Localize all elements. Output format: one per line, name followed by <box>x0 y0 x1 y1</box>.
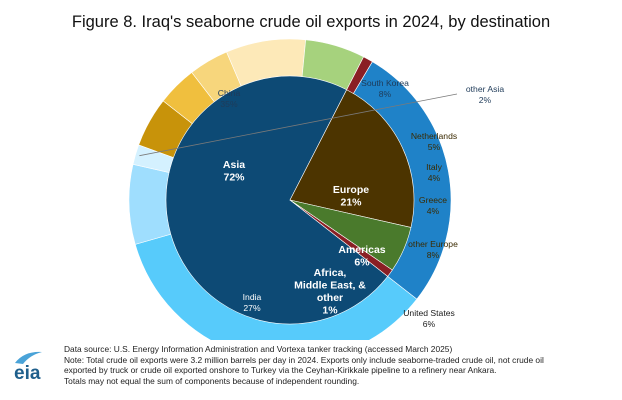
note-line-3: Totals may not equal the sum of componen… <box>64 375 360 386</box>
label-other-asia: other Asia <box>466 84 504 94</box>
chart-title: Figure 8. Iraq's seaborne crude oil expo… <box>71 13 551 31</box>
eia-logo: eia <box>12 349 56 384</box>
value-other-asia: 2% <box>479 95 492 105</box>
note-line-2: exported by truck or crude oil exported … <box>64 365 497 376</box>
value-asia: 72% <box>223 172 245 184</box>
value-greece: 4% <box>427 206 440 216</box>
label-greece: Greece <box>419 195 447 205</box>
value-united-states: 6% <box>423 319 436 329</box>
label-asia: Asia <box>223 159 245 171</box>
inner-slice-asia <box>165 75 389 325</box>
label-americas: Americas <box>338 244 385 256</box>
value-europe: 21% <box>340 197 362 209</box>
eia-logo-text: eia <box>14 363 41 383</box>
eia-swoosh-icon <box>15 351 42 364</box>
leader-other-asia <box>139 93 458 157</box>
inner-slice-europe <box>289 89 415 228</box>
footnotes: Data source: U.S. Energy Information Adm… <box>64 344 614 386</box>
label-africa: Africa, <box>314 267 347 279</box>
value-italy: 4% <box>428 173 441 183</box>
label-china: China <box>218 88 241 98</box>
label-india: India <box>243 292 262 302</box>
inner-slice-africa <box>289 199 393 277</box>
value-china: 35% <box>220 99 238 109</box>
leader-lines <box>139 93 458 157</box>
label-africa-line3: other <box>317 292 343 304</box>
label-netherlands: Netherlands <box>411 131 457 141</box>
value-other-europe: 8% <box>427 250 440 260</box>
source-note: Data source: U.S. Energy Information Adm… <box>64 344 453 354</box>
value-americas: 6% <box>354 257 370 269</box>
label-italy: Italy <box>426 162 442 172</box>
note-line-1: Note: Total crude oil exports were 3.2 m… <box>64 354 544 365</box>
value-south-korea: 8% <box>379 89 392 99</box>
value-africa: 1% <box>322 305 338 317</box>
label-other-europe: other Europe <box>408 239 458 249</box>
inner-ring <box>165 75 415 325</box>
value-netherlands: 5% <box>428 142 441 152</box>
label-europe: Europe <box>333 184 369 196</box>
label-united-states: United States <box>403 308 455 318</box>
label-south-korea: South Korea <box>361 78 409 88</box>
label-africa-line2: Middle East, & <box>294 280 366 292</box>
value-india: 27% <box>243 303 261 313</box>
